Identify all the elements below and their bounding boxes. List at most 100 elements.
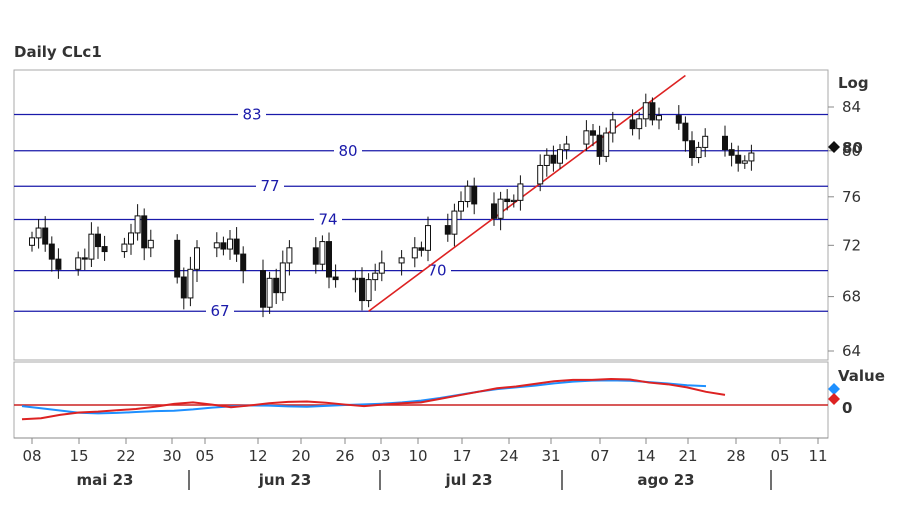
candle-body <box>187 268 194 299</box>
candle-body <box>48 243 55 260</box>
y-tick-label: 68 <box>842 288 861 306</box>
y-tick-label: 72 <box>842 236 861 254</box>
candle-body <box>194 247 200 270</box>
level-label: 70 <box>427 262 446 280</box>
level-label: 74 <box>318 211 337 229</box>
month-label: jun 23 <box>258 471 312 489</box>
candle-body <box>35 227 42 239</box>
scale-label: Log <box>838 74 869 92</box>
x-tick-label: 26 <box>335 447 354 465</box>
x-tick-label: 24 <box>499 447 518 465</box>
candle-body <box>722 135 728 151</box>
y-tick-label: 84 <box>842 98 861 116</box>
oscillator-line <box>21 379 707 415</box>
candle-body <box>233 238 240 255</box>
candle-body <box>563 143 570 151</box>
candle-body <box>444 225 451 235</box>
candle-body <box>88 233 95 260</box>
x-tick-label: 21 <box>678 447 697 465</box>
candle-body <box>365 279 372 302</box>
candle-body <box>359 277 365 302</box>
candle-body <box>101 246 108 253</box>
y-tick-label: 76 <box>842 188 861 206</box>
candle-body <box>497 198 504 219</box>
x-tick-label: 14 <box>636 447 655 465</box>
candle-body <box>458 201 464 212</box>
horizontal-levels: 83 80 77 74 70 67 <box>14 105 828 321</box>
candle-body <box>260 270 266 308</box>
candle-body <box>411 247 418 259</box>
level-label: 83 <box>242 106 261 124</box>
oscillator-line <box>21 378 726 421</box>
x-tick-label: 31 <box>541 447 560 465</box>
y-axis: 64 68 72 76 80 84 <box>828 98 861 360</box>
candle-body <box>121 243 128 253</box>
candle-body <box>609 119 616 134</box>
candle-body <box>695 146 702 159</box>
red-diamond-icon <box>828 393 840 405</box>
candle-body <box>748 152 755 162</box>
candle-body <box>682 122 689 142</box>
candle-body <box>491 203 497 219</box>
month-label: jul 23 <box>444 471 492 489</box>
level-label: 67 <box>210 302 229 320</box>
last-price-diamond-icon <box>828 141 840 153</box>
candle-body <box>425 225 431 251</box>
candle-body <box>332 276 339 281</box>
candle-body <box>81 257 88 260</box>
x-tick-label: 05 <box>770 447 789 465</box>
x-tick-label: 05 <box>195 447 214 465</box>
candle-body <box>728 149 735 156</box>
level-label-bg <box>256 177 284 196</box>
level-label: 77 <box>260 177 279 195</box>
last-price-marker: 80 <box>828 139 863 157</box>
x-tick-label: 08 <box>22 447 41 465</box>
candle-body <box>537 164 544 185</box>
candle-body <box>543 154 550 166</box>
candle-body <box>451 210 458 235</box>
candle-body <box>550 154 557 164</box>
x-tick-label: 20 <box>291 447 310 465</box>
candle-body <box>352 277 359 281</box>
candle-body <box>312 247 319 265</box>
candle-body <box>29 237 35 246</box>
x-tick-label: 22 <box>116 447 135 465</box>
candle-body <box>174 239 181 278</box>
candle-body <box>649 102 656 121</box>
candle-body <box>642 102 649 120</box>
candle-body <box>510 199 517 203</box>
candle-body <box>319 241 326 265</box>
candle-body <box>398 257 405 264</box>
candle-body <box>689 140 695 159</box>
candle-body <box>42 227 49 245</box>
candle-body <box>147 239 154 249</box>
candle-body <box>464 185 471 203</box>
level-label-bg <box>238 105 266 124</box>
last-price-label: 80 <box>842 139 863 157</box>
x-tick-label: 12 <box>248 447 267 465</box>
x-tick-label: 15 <box>69 447 88 465</box>
x-tick-label: 10 <box>408 447 427 465</box>
oscillator-legend-label: Value <box>838 367 885 385</box>
candle-body <box>471 185 478 205</box>
y-tick-label: 80 <box>842 142 861 160</box>
candle-body <box>517 183 524 201</box>
candle-body <box>227 238 233 250</box>
x-tick-label: 28 <box>726 447 745 465</box>
candle-body <box>656 115 662 121</box>
candle-body <box>273 277 280 294</box>
candle-body <box>286 247 293 264</box>
x-tick-label: 11 <box>808 447 827 465</box>
candle-body <box>418 247 425 251</box>
level-label-bg <box>206 302 234 321</box>
candle-body <box>735 154 742 164</box>
candle-body <box>603 132 610 157</box>
candle-body <box>557 149 563 164</box>
candle-body <box>629 119 636 130</box>
x-tick-label: 30 <box>162 447 181 465</box>
x-tick-label: 07 <box>590 447 609 465</box>
candle-body <box>279 262 286 294</box>
candle-body <box>128 232 134 245</box>
x-tick-label: 17 <box>452 447 471 465</box>
trendline <box>368 74 686 312</box>
